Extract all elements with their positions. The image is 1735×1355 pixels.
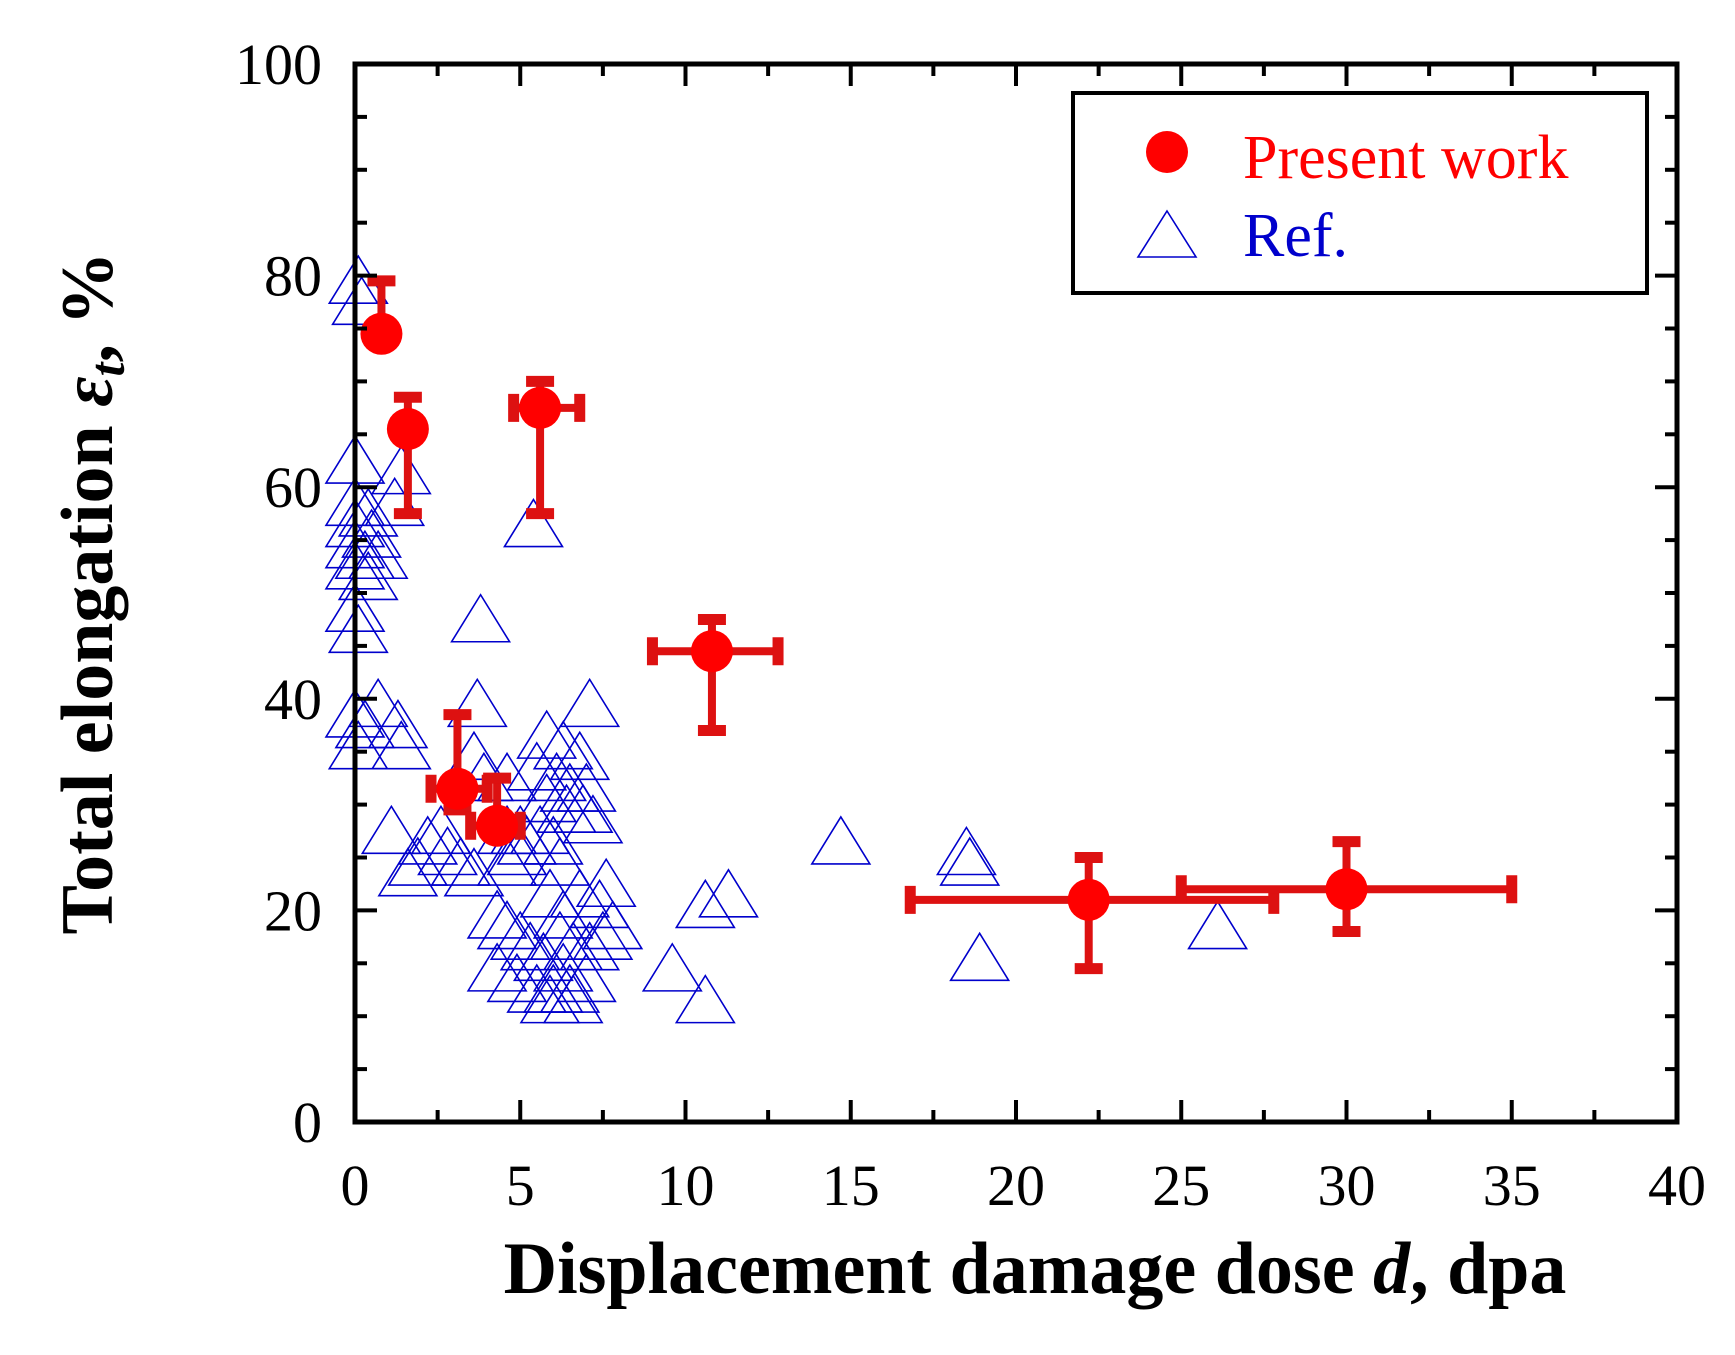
legend-ref-marker (1136, 209, 1198, 258)
ref-point (377, 847, 439, 897)
ref-point (949, 931, 1011, 982)
ref-point (466, 889, 528, 939)
present-point (519, 386, 562, 429)
ref-point (446, 677, 508, 728)
legend-present-marker (1146, 131, 1188, 173)
ref-point (572, 910, 634, 960)
y-tick-label: 60 (264, 455, 322, 520)
ref-point (367, 699, 429, 749)
ref-point (552, 783, 614, 833)
present-series (360, 275, 1518, 975)
ref-point (1187, 900, 1249, 950)
x-tick-label: 15 (822, 1153, 880, 1218)
x-tick-label: 10 (657, 1153, 715, 1218)
x-tick-label: 5 (506, 1153, 535, 1218)
x-axis-title: Displacement damage dose d, dpa (504, 1228, 1567, 1310)
ref-point (370, 720, 432, 770)
ref-point (486, 825, 548, 876)
ref-point (503, 497, 564, 548)
ref-point (430, 836, 492, 886)
ref-point (810, 815, 872, 865)
ref-point (698, 868, 759, 918)
legend-ref-label: Ref. (1243, 202, 1348, 270)
x-tick-label: 20 (987, 1153, 1045, 1218)
ref-point (516, 773, 578, 823)
y-tick-label: 0 (293, 1090, 322, 1155)
ref-point (549, 868, 611, 918)
ref-point (486, 952, 548, 1003)
ref-point (417, 825, 478, 876)
legend: Present work Ref. (1071, 91, 1649, 295)
present-point (1067, 878, 1110, 921)
ref-point (549, 730, 611, 781)
ref-point (410, 804, 472, 855)
y-tick-label: 80 (264, 244, 322, 309)
tick-labels: 0 5 10 15 20 25 30 35 40 0 20 40 60 80 100 (235, 32, 1706, 1218)
ref-point (327, 720, 389, 770)
ref-point (542, 974, 604, 1024)
y-tick-label: 40 (264, 667, 322, 732)
ref-point (641, 942, 703, 992)
ref-point (529, 910, 591, 960)
ref-point (489, 910, 551, 960)
ref-point (370, 445, 432, 495)
legend-box (1071, 91, 1649, 295)
present-point (386, 408, 429, 451)
ref-point (360, 804, 422, 855)
ref-point (539, 963, 601, 1013)
ref-point (935, 825, 997, 876)
x-tick-label: 40 (1648, 1153, 1706, 1218)
ref-point (516, 709, 578, 759)
axis-ticks (353, 62, 1679, 1124)
present-point (476, 804, 519, 847)
present-point (360, 312, 403, 355)
x-tick-label: 25 (1152, 1153, 1210, 1218)
ref-point (532, 720, 594, 770)
ref-series (324, 254, 1249, 1024)
ref-point (555, 762, 617, 812)
ref-point (476, 900, 538, 950)
ref-point (519, 974, 581, 1024)
ref-point (575, 857, 637, 908)
ref-point (674, 878, 736, 929)
ref-point (582, 900, 644, 950)
ref-point (476, 836, 538, 886)
ref-point (559, 677, 621, 728)
x-tick-label: 0 (341, 1153, 370, 1218)
legend-present-label: Present work (1243, 124, 1568, 192)
present-point (690, 630, 733, 673)
present-point (1325, 868, 1368, 911)
ref-point (939, 836, 1001, 886)
ref-point (387, 836, 449, 886)
ref-point (347, 677, 409, 728)
present-point (436, 767, 479, 810)
y-tick-label: 100 (235, 32, 322, 97)
ref-point (327, 603, 389, 654)
ref-point (522, 815, 584, 865)
y-axis-title: Total elongation εt, % (47, 252, 135, 935)
ref-point (397, 815, 459, 865)
ref-point (450, 593, 512, 643)
ref-point (331, 275, 393, 326)
ref-point (559, 921, 621, 971)
ref-point (674, 974, 736, 1024)
ref-point (519, 868, 581, 918)
ref-point (506, 741, 568, 791)
ref-point (443, 847, 505, 897)
ref-point (466, 942, 528, 992)
ref-point (334, 699, 396, 749)
ref-point (562, 794, 624, 844)
y-tick-label: 20 (264, 878, 322, 943)
x-tick-label: 35 (1483, 1153, 1541, 1218)
ref-point (499, 921, 561, 971)
x-tick-label: 30 (1318, 1153, 1376, 1218)
